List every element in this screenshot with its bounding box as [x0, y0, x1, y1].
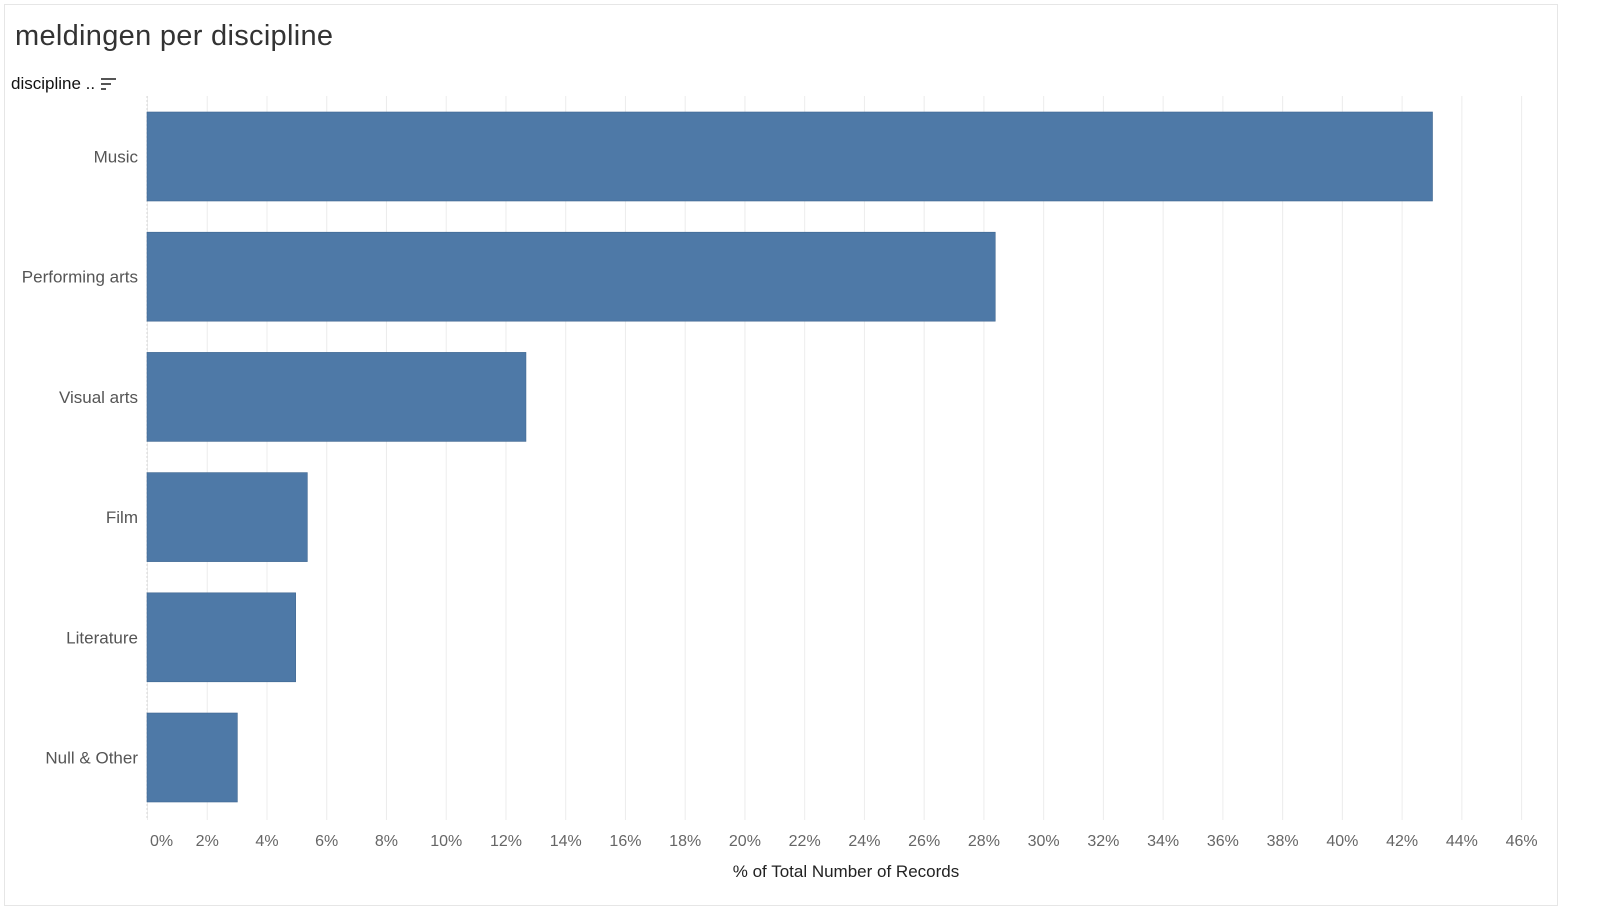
y-category-label: Visual arts	[59, 388, 138, 407]
chart-title: meldingen per discipline	[15, 20, 334, 52]
x-tick-label: 32%	[1087, 833, 1119, 850]
bar-null-other	[146, 712, 238, 803]
x-tick-label: 26%	[908, 833, 940, 850]
x-tick-label: 42%	[1386, 833, 1418, 850]
x-tick-label: 18%	[669, 833, 701, 850]
x-tick-label: 44%	[1446, 833, 1478, 850]
y-category-label: Performing arts	[22, 268, 138, 287]
x-tick-label: 34%	[1147, 833, 1179, 850]
x-tick-label: 14%	[550, 833, 582, 850]
x-tick-label: 20%	[729, 833, 761, 850]
sort-descending-icon[interactable]	[101, 77, 117, 91]
x-tick-label: 40%	[1326, 833, 1358, 850]
x-tick-label: 46%	[1506, 833, 1538, 850]
bar-film	[146, 472, 308, 562]
x-axis-label: % of Total Number of Records	[732, 862, 960, 881]
x-tick-label: 22%	[789, 833, 821, 850]
x-tick-label: 24%	[848, 833, 880, 850]
bar-literature	[146, 592, 296, 683]
x-tick-label: 36%	[1207, 833, 1239, 850]
y-category-label: Null & Other	[45, 749, 138, 768]
x-tick-label: 28%	[968, 833, 1000, 850]
x-tick-label: 4%	[255, 833, 278, 850]
x-tick-label: 10%	[430, 833, 462, 850]
x-tick-label: 8%	[375, 833, 398, 850]
x-tick-label: 12%	[490, 833, 522, 850]
x-tick-label: 0%	[150, 833, 173, 850]
x-tick-label: 2%	[196, 833, 219, 850]
x-tick-label: 38%	[1267, 833, 1299, 850]
y-category-label: Film	[106, 508, 138, 527]
bar-performing-arts	[146, 231, 996, 322]
x-tick-label: 30%	[1028, 833, 1060, 850]
y-category-label: Literature	[66, 628, 138, 647]
x-tick-label: 16%	[609, 833, 641, 850]
field-header-discipline[interactable]: discipline ..	[11, 74, 96, 93]
bar-visual-arts	[146, 352, 527, 442]
y-category-label: Music	[94, 148, 139, 167]
x-tick-label: 6%	[315, 833, 338, 850]
bar-music	[146, 111, 1433, 202]
